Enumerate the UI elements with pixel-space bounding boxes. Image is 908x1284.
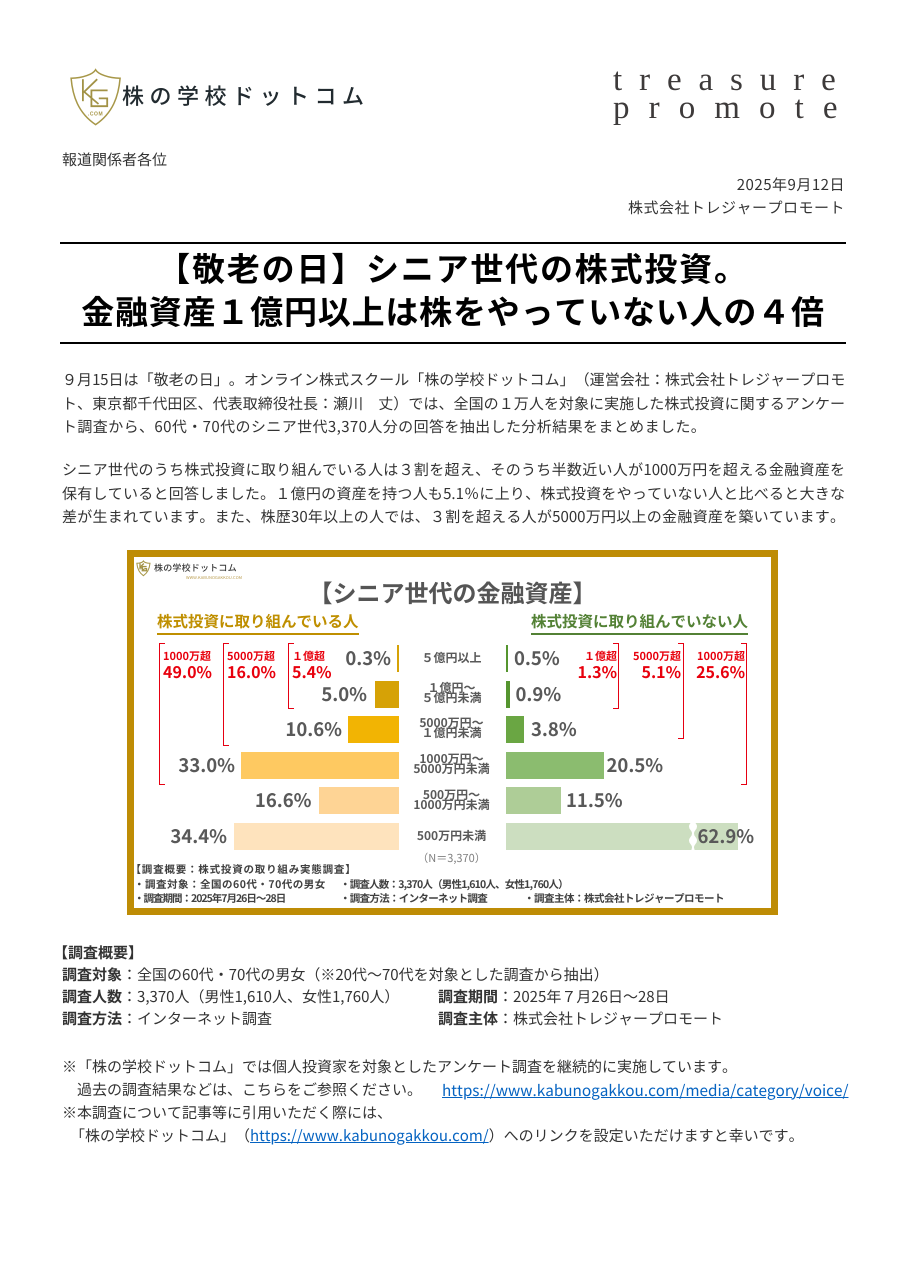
- svg-text:.COM: .COM: [88, 112, 103, 118]
